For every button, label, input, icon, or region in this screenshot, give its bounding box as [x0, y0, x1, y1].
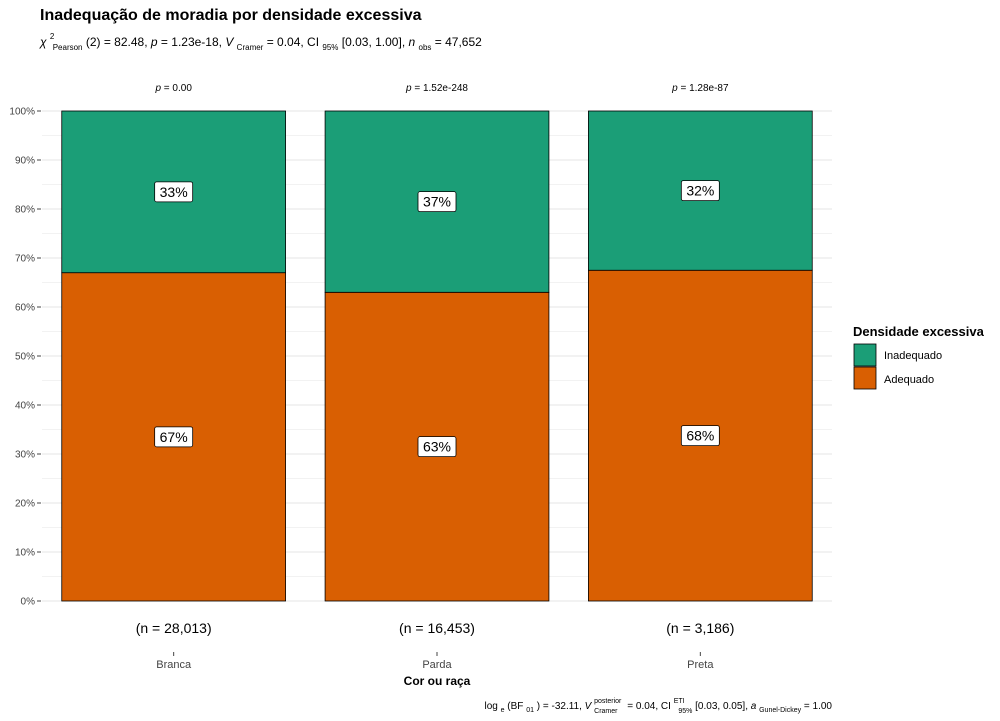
x-tick-label: Parda: [422, 659, 452, 671]
chi-sup: 2: [50, 32, 55, 41]
data-label-box: [680, 180, 720, 202]
data-label: 68%: [686, 428, 714, 444]
x-tick-label: Branca: [156, 659, 192, 671]
chart-title: Inadequação de moradia por densidade exc…: [40, 7, 422, 24]
data-label: 67%: [160, 429, 188, 445]
p-value-label: p = 0.00: [154, 83, 192, 94]
bf-pre: log: [484, 701, 497, 712]
chart-caption: log e (BF 01 ) = -32.11, V posterior Cra…: [484, 695, 832, 716]
ci-value: [0.03, 1.00],: [342, 35, 409, 49]
bf-sub: 01: [526, 707, 534, 714]
bf-sub-e: e: [501, 707, 505, 714]
caption-ci-sup: ETI: [674, 698, 685, 705]
chi-sub: Pearson: [53, 43, 83, 52]
data-label-box: [417, 191, 457, 213]
v-label: V: [225, 35, 234, 49]
caption-v-sub: Cramer: [594, 708, 618, 715]
data-label: 37%: [423, 194, 451, 210]
caption-a-val: = 1.00: [804, 701, 833, 712]
v-sub: Cramer: [237, 43, 264, 52]
ci-sub: 95%: [322, 43, 338, 52]
data-label-box: [417, 436, 457, 458]
caption-a-sub: Gunel-Dickey: [759, 707, 802, 714]
p-label: p: [150, 35, 158, 49]
legend: Densidade excessiva Inadequado Adequado: [853, 324, 985, 390]
caption-v-sup: posterior: [594, 698, 622, 705]
y-tick-label: 50%: [15, 352, 35, 363]
chi-stat: (2) = 82.48,: [86, 35, 151, 49]
p-value: = 1.23e-18,: [161, 35, 225, 49]
y-tick-label: 70%: [15, 254, 35, 265]
y-tick-label: 100%: [9, 107, 35, 118]
bf-val: ) = -32.11,: [537, 701, 585, 712]
y-tick-label: 40%: [15, 401, 35, 412]
n-sub: obs: [419, 43, 432, 52]
legend-swatch-inadequado: [853, 343, 877, 367]
count-label: (n = 28,013): [136, 620, 212, 636]
y-tick-label: 30%: [15, 450, 35, 461]
p-value-label: p = 1.52e-248: [405, 83, 468, 94]
y-tick-label: 20%: [15, 499, 35, 510]
plot-area: 0% 10% 20% 30% 40% 50% 60% 70% 80% 90% 100% 67% 33% p…: [9, 83, 832, 671]
chart-subtitle: χ 2 Pearson (2) = 82.48, p = 1.23e-18, V…: [39, 28, 482, 53]
p-value-label: p = 1.28e-87: [671, 83, 729, 94]
data-label: 33%: [160, 184, 188, 200]
data-label: 63%: [423, 439, 451, 455]
data-label: 32%: [686, 183, 714, 199]
y-tick-label: 60%: [15, 303, 35, 314]
caption-a-label: a: [751, 701, 757, 712]
y-tick-label: 10%: [15, 548, 35, 559]
v-value: = 0.04, CI: [267, 35, 319, 49]
caption-v-label: V: [585, 701, 593, 712]
caption-ci-sub: 95%: [678, 708, 692, 715]
legend-title: Densidade excessiva: [853, 324, 985, 339]
data-label-box: [154, 181, 194, 203]
n-value: = 47,652: [435, 35, 482, 49]
caption-ci-val: [0.03, 0.05],: [695, 701, 751, 712]
n-label: n: [408, 35, 415, 49]
x-tick-label: Preta: [687, 659, 714, 671]
x-axis-title: Cor ou raça: [404, 674, 471, 688]
legend-label-inadequado: Inadequado: [884, 350, 942, 362]
legend-label-adequado: Adequado: [884, 374, 934, 386]
legend-swatch-adequado: [853, 366, 877, 390]
chi-symbol: χ: [39, 35, 47, 49]
count-label: (n = 3,186): [666, 620, 734, 636]
data-label-box: [680, 425, 720, 447]
caption-v-val: = 0.04, CI: [627, 701, 671, 712]
y-tick-label: 0%: [21, 597, 36, 608]
count-label: (n = 16,453): [399, 620, 475, 636]
data-label-box: [154, 426, 194, 448]
bf-mid: (BF: [507, 701, 523, 712]
y-tick-label: 90%: [15, 156, 35, 167]
y-tick-label: 80%: [15, 205, 35, 216]
